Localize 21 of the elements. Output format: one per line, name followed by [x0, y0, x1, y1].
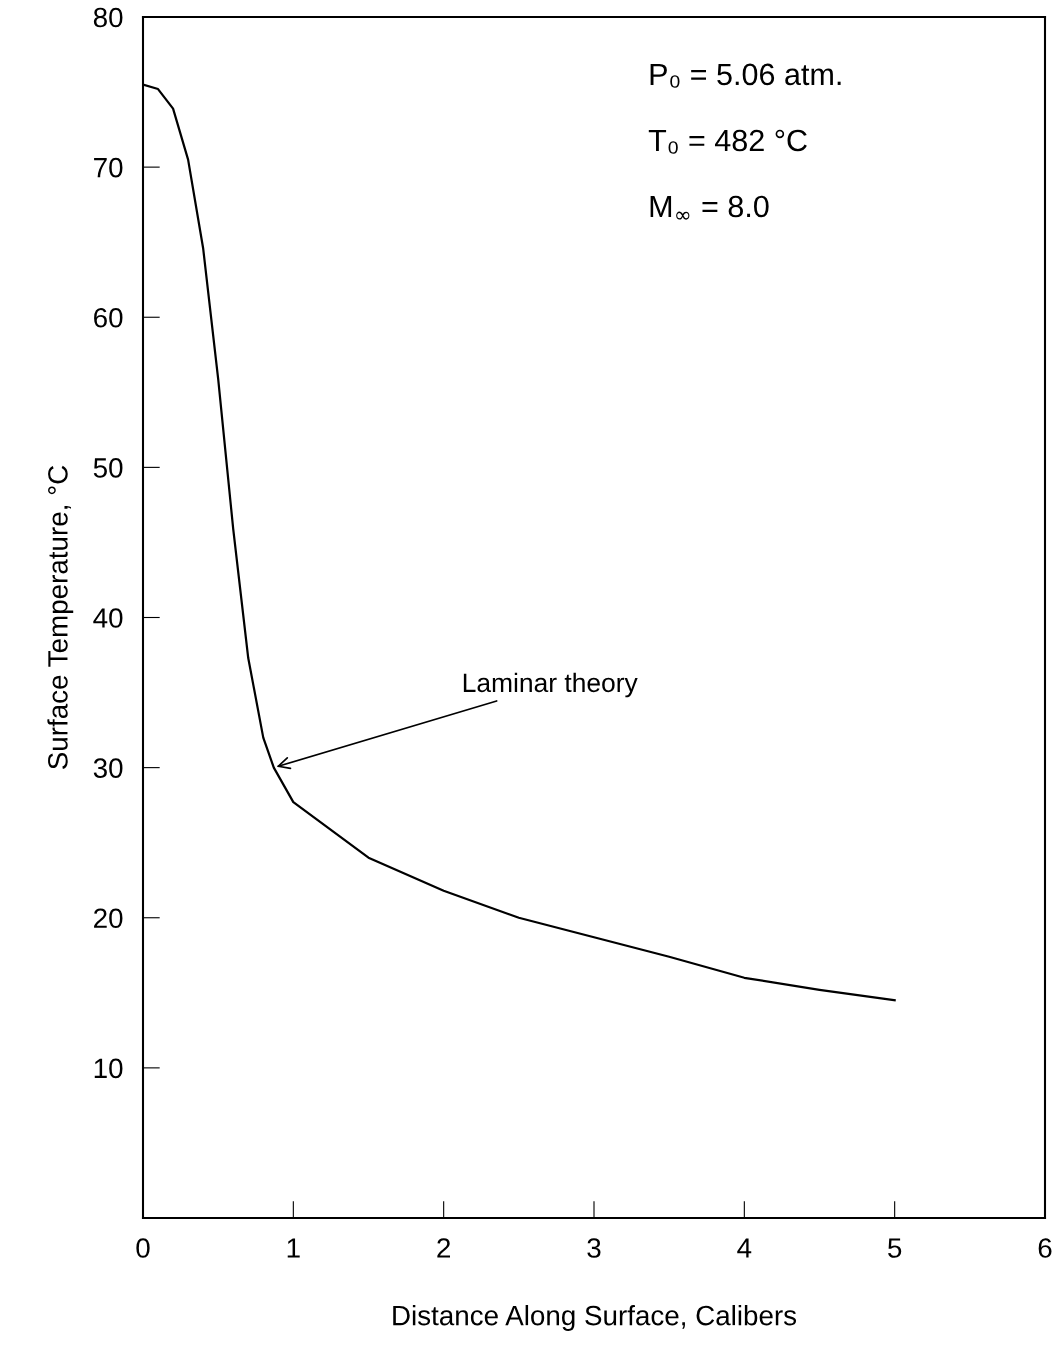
y-tick-label: 70	[94, 157, 123, 178]
y-tick-label: 60	[94, 307, 123, 328]
x-tick-label: 4	[737, 1238, 752, 1258]
annotation: P₀ = 5.06 atm.	[650, 63, 841, 88]
annotation: M$_{∞}$ = 8.0	[650, 195, 769, 220]
x-tick-label: 2	[437, 1238, 450, 1258]
x-axis-title: Distance Along Surface, Calibers	[393, 1305, 797, 1331]
y-tick-label: 20	[94, 908, 123, 929]
y-tick-label: 50	[93, 458, 123, 478]
y-axis-title: Surface Temperature, °C	[47, 465, 74, 769]
annotation: Laminar theory	[463, 672, 638, 698]
x-tick-label: 0	[136, 1238, 150, 1258]
x-tick-label: 1	[287, 1238, 300, 1258]
annotation: T₀ = 482 °C	[648, 129, 807, 154]
y-tick-label: 80	[93, 7, 123, 28]
y-tick-label: 40	[93, 608, 123, 628]
y-tick-label: 10	[94, 1058, 123, 1079]
x-tick-label: 6	[1038, 1238, 1052, 1258]
y-tick-label: 30	[93, 758, 123, 778]
x-tick-label: 3	[587, 1238, 601, 1258]
x-tick-label: 5	[888, 1238, 902, 1258]
